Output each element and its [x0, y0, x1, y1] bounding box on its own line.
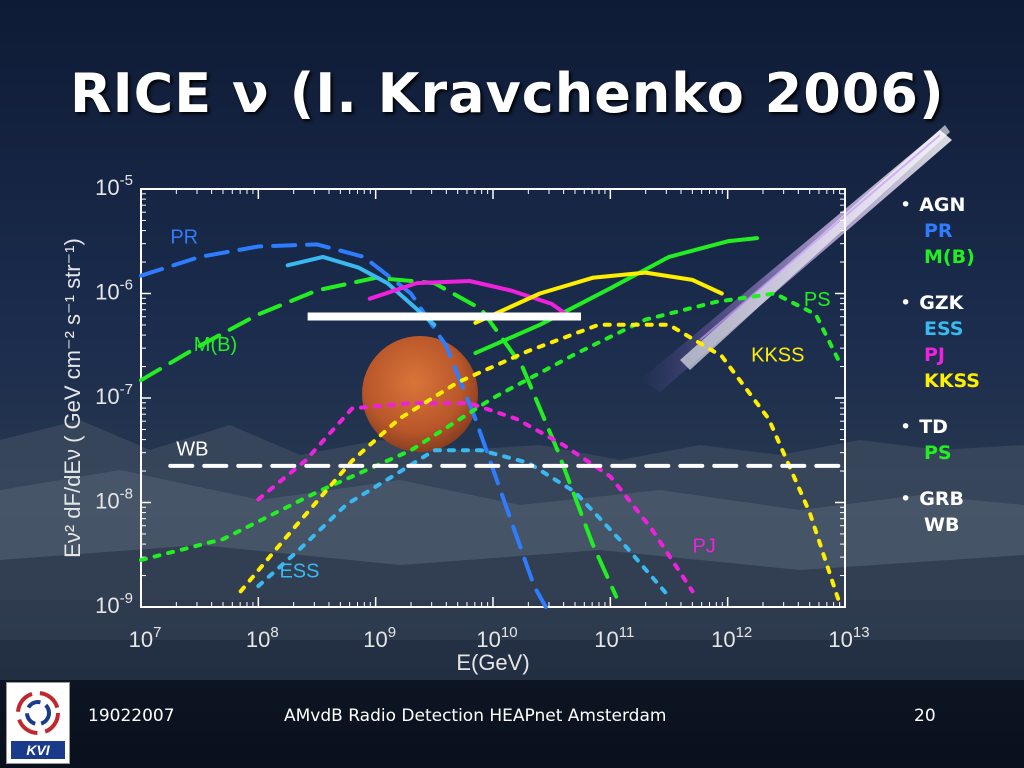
- y-tick-label-exponent: -8: [120, 486, 133, 503]
- y-tick-label-exponent: -6: [120, 277, 133, 294]
- curve-label: ESS: [279, 561, 319, 583]
- curve-label: PR: [170, 226, 198, 248]
- meteor-streak: [640, 125, 952, 392]
- footer-date: 19022007: [88, 706, 175, 726]
- legend-entry: PJ: [924, 344, 945, 366]
- series-line-kkss-upper: [473, 270, 724, 325]
- series-line-ess-upper: [285, 254, 437, 327]
- x-tick-label-exponent: 11: [619, 624, 635, 641]
- series-line-kkss: [238, 322, 842, 604]
- y-tick-label: 10-9: [95, 590, 133, 618]
- x-tick-label-exponent: 7: [153, 624, 161, 641]
- legend-group-name: GZK: [900, 290, 1020, 316]
- x-tick-label-exponent: 10: [501, 624, 518, 641]
- x-tick-label: 1010: [476, 624, 517, 652]
- curve-label: PJ: [692, 536, 715, 558]
- series-line-pr: [139, 242, 548, 609]
- legend-entry: KKSS: [924, 370, 980, 392]
- slide-title: RICE ν (I. Kravchenko 2006): [70, 62, 945, 125]
- legend-group-name: GRB: [900, 486, 1020, 512]
- x-tick-label: 108: [246, 624, 279, 652]
- x-tick-label-exponent: 13: [853, 624, 870, 641]
- footer-caption: AMvdB Radio Detection HEAPnet Amsterdam: [284, 706, 667, 726]
- series-line-ps-upper: [473, 236, 759, 356]
- kvi-logo: KVI: [6, 682, 70, 764]
- x-tick-label-exponent: 8: [270, 624, 278, 641]
- y-tick-label-exponent: -7: [120, 381, 133, 398]
- x-axis-label: E(GeV): [456, 650, 529, 675]
- legend-group-name: AGN: [900, 192, 1020, 218]
- footer-page-number: 20: [914, 706, 936, 726]
- series-line-pj: [256, 401, 695, 594]
- series-line-m-b-: [139, 275, 619, 599]
- y-tick-label: 10-6: [95, 277, 133, 305]
- curve-label: WB: [176, 438, 208, 460]
- y-tick-label: 10-5: [95, 172, 133, 200]
- x-tick-label-exponent: 12: [736, 624, 753, 641]
- y-tick-label-exponent: -5: [120, 172, 133, 189]
- curve-label: M(B): [194, 334, 237, 356]
- legend-entry: WB: [924, 514, 960, 536]
- series-line-ps: [139, 291, 842, 562]
- plot-frame: [140, 188, 846, 608]
- curve-label: KKSS: [751, 344, 804, 366]
- y-axis-label: Eν² dF/dEν ( GeV cm⁻² s⁻¹ str⁻¹): [60, 238, 85, 558]
- y-tick-label: 10-7: [95, 381, 133, 409]
- moon-image: [362, 336, 478, 452]
- y-tick-label-exponent: -9: [120, 590, 133, 607]
- x-tick-label: 107: [129, 624, 162, 652]
- x-tick-label: 1012: [711, 624, 752, 652]
- legend-entry: PS: [924, 442, 952, 464]
- x-tick-label-exponent: 9: [388, 624, 396, 641]
- x-tick-label: 109: [363, 624, 396, 652]
- curve-label: PS: [804, 289, 831, 311]
- x-tick-label: 1011: [594, 624, 634, 652]
- legend-group-name: TD: [900, 414, 1020, 440]
- logo-text: KVI: [26, 742, 50, 758]
- series-line-ess: [256, 448, 671, 599]
- legend-entry: PR: [924, 220, 953, 242]
- x-tick-label: 1013: [828, 624, 869, 652]
- y-tick-label: 10-8: [95, 486, 133, 514]
- series-line-pj-upper: [367, 279, 572, 319]
- legend-entry: M(B): [924, 246, 975, 268]
- legend-entry: ESS: [924, 318, 964, 340]
